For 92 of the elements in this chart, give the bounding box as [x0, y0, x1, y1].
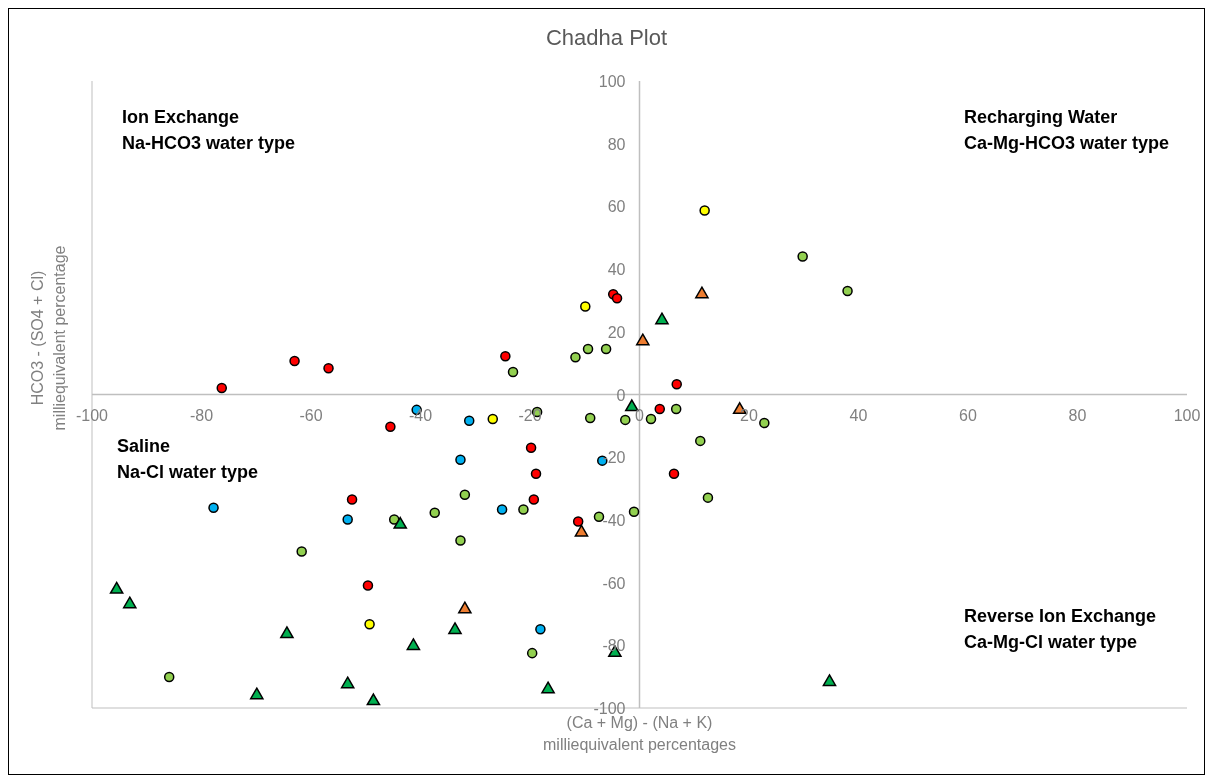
- point: [340, 676, 355, 689]
- point: [507, 366, 519, 378]
- point: [570, 351, 581, 363]
- point: [797, 251, 808, 262]
- point: [385, 421, 396, 433]
- y-tick-label: 100: [598, 73, 626, 90]
- point: [695, 435, 706, 447]
- point: [541, 681, 555, 694]
- chart-title: Chadha Plot: [544, 25, 669, 51]
- x-tick-label: 20: [740, 406, 758, 424]
- y-tick-label: 20: [607, 323, 626, 341]
- point: [500, 351, 511, 362]
- point: [342, 514, 353, 525]
- point: [582, 343, 594, 355]
- x-axis-title: (Ca + Mg) - (Na + K) milliequivalent percentages: [542, 714, 737, 755]
- point: [122, 596, 137, 609]
- point: [109, 581, 124, 594]
- y-tick-label: 60: [607, 198, 626, 216]
- point: [526, 647, 538, 659]
- point: [654, 403, 666, 415]
- point: [699, 205, 710, 216]
- point: [518, 504, 529, 515]
- x-tick-label: -80: [189, 406, 214, 424]
- y-axis-title: HCO3 - (SO4 + Cl) milliequivalent percentage: [27, 244, 69, 432]
- point: [458, 601, 472, 614]
- point: [600, 343, 612, 355]
- point: [289, 355, 300, 367]
- point: [208, 502, 219, 513]
- y-tick-label: -40: [602, 511, 626, 529]
- point: [759, 417, 770, 429]
- point: [455, 454, 466, 465]
- x-tick-label: 0: [635, 406, 645, 424]
- x-tick-label: -100: [75, 406, 109, 424]
- y-tick-label: -80: [602, 637, 626, 655]
- y-tick-label: 40: [607, 261, 626, 279]
- y-tick-label: 80: [607, 135, 626, 153]
- point: [448, 622, 462, 635]
- point: [366, 693, 381, 706]
- point: [655, 312, 669, 325]
- point: [670, 403, 682, 415]
- point: [496, 504, 508, 515]
- annotation: Reverse Ion Exchange Ca-Mg-Cl water type: [964, 605, 1157, 654]
- point: [702, 492, 714, 503]
- point: [296, 546, 307, 557]
- point: [635, 333, 650, 346]
- x-tick-label: 40: [849, 406, 868, 424]
- point: [525, 442, 537, 454]
- point: [323, 362, 334, 374]
- point: [671, 378, 682, 390]
- x-tick-label: 100: [1173, 406, 1201, 424]
- point: [280, 626, 294, 639]
- point: [406, 638, 421, 651]
- point: [580, 301, 591, 312]
- point: [628, 506, 640, 517]
- point: [530, 468, 542, 480]
- y-tick-label: -20: [602, 449, 626, 467]
- point: [455, 535, 466, 546]
- point: [487, 413, 499, 425]
- annotation: Ion Exchange Na-HCO3 water type: [122, 106, 296, 155]
- point: [459, 489, 471, 501]
- point: [584, 412, 596, 424]
- point: [362, 580, 374, 591]
- point: [842, 285, 853, 297]
- annotation: Saline Na-Cl water type: [117, 435, 259, 484]
- annotation: Recharging Water Ca-Mg-HCO3 water type: [964, 106, 1170, 155]
- point: [463, 415, 475, 427]
- x-tick-label: -20: [518, 406, 542, 424]
- point: [346, 494, 358, 505]
- point: [574, 524, 589, 537]
- point: [216, 382, 228, 394]
- y-tick-label: -60: [602, 574, 626, 592]
- point: [528, 494, 540, 505]
- point: [535, 624, 546, 635]
- point: [572, 516, 584, 527]
- point: [249, 687, 264, 700]
- y-tick-label: -100: [593, 700, 626, 717]
- point: [695, 286, 709, 299]
- point: [822, 674, 837, 687]
- point: [429, 507, 440, 518]
- x-tick-label: 80: [1068, 406, 1087, 424]
- x-tick-label: 60: [959, 406, 977, 424]
- point: [163, 671, 175, 683]
- x-tick-label: -40: [408, 406, 433, 424]
- point: [393, 516, 408, 529]
- point: [388, 514, 400, 525]
- y-tick-label: 0: [616, 386, 626, 404]
- point: [611, 293, 623, 304]
- point: [668, 468, 680, 480]
- point: [620, 414, 631, 426]
- point: [645, 413, 657, 425]
- point: [364, 619, 375, 630]
- x-tick-label: -60: [299, 406, 323, 424]
